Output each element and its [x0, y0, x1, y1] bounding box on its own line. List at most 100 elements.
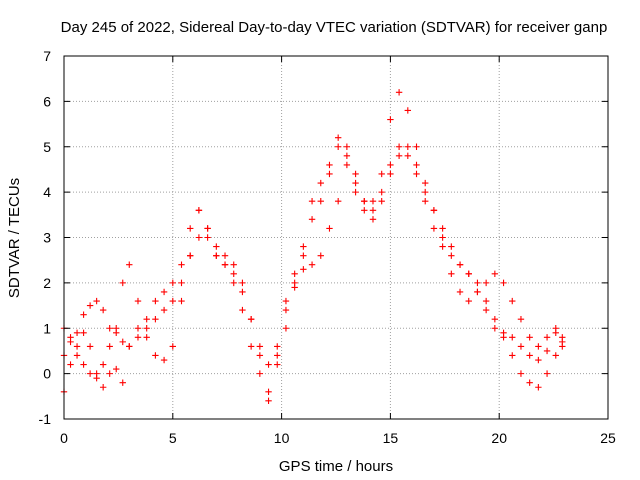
data-point: [169, 279, 176, 287]
data-point: [239, 279, 246, 287]
data-point: [239, 306, 246, 314]
data-point: [106, 343, 113, 350]
data-point: [448, 270, 455, 277]
data-point: [482, 279, 490, 287]
data-point: [73, 352, 81, 359]
data-point: [274, 361, 281, 368]
data-point: [113, 325, 120, 332]
data-point: [369, 216, 377, 223]
data-point: [526, 352, 533, 359]
x-axis-label: GPS time / hours: [279, 458, 393, 475]
data-point: [300, 266, 307, 273]
data-point: [67, 334, 74, 341]
data-series: [60, 89, 566, 405]
data-point: [265, 388, 272, 395]
data-point: [491, 315, 499, 323]
data-point: [500, 334, 507, 341]
data-point: [559, 343, 566, 350]
data-point: [326, 170, 333, 178]
data-point: [187, 252, 194, 259]
data-point: [378, 170, 385, 178]
data-point: [178, 279, 185, 287]
data-point: [343, 161, 351, 169]
data-point: [178, 261, 185, 268]
data-point: [334, 143, 342, 150]
data-point: [221, 261, 229, 268]
data-point: [282, 306, 290, 314]
data-point: [86, 343, 94, 350]
data-point: [169, 297, 176, 305]
data-point: [474, 279, 481, 287]
data-point: [535, 384, 542, 391]
data-point: [282, 325, 290, 332]
data-point: [143, 315, 150, 323]
data-point: [247, 343, 255, 350]
data-point: [422, 188, 429, 196]
data-point: [99, 361, 107, 368]
y-tick-label: 1: [43, 320, 51, 336]
data-point: [439, 225, 446, 232]
data-point: [352, 179, 359, 187]
data-point: [213, 252, 220, 259]
data-point: [456, 288, 464, 296]
data-point: [448, 252, 455, 259]
data-point: [256, 343, 264, 350]
data-point: [352, 188, 359, 196]
data-point: [559, 334, 566, 341]
data-point: [422, 179, 429, 187]
data-point: [86, 370, 94, 377]
data-point: [291, 279, 298, 287]
data-point: [134, 325, 142, 332]
data-point: [282, 297, 290, 305]
data-point: [274, 343, 281, 350]
data-point: [152, 297, 159, 305]
data-point: [160, 306, 168, 314]
data-point: [543, 370, 551, 377]
data-point: [106, 325, 113, 332]
data-point: [552, 352, 559, 359]
data-point: [291, 270, 298, 277]
data-point: [119, 338, 126, 346]
data-point: [326, 225, 333, 232]
data-point: [413, 161, 420, 169]
data-point: [517, 370, 525, 377]
data-point: [230, 279, 237, 287]
data-point: [465, 270, 472, 277]
data-point: [93, 370, 100, 377]
series-track-c: [60, 143, 566, 405]
x-tick-label: 5: [169, 430, 177, 446]
data-point: [526, 379, 533, 386]
data-point: [343, 152, 351, 160]
data-point: [430, 225, 438, 232]
data-point: [134, 297, 142, 305]
series-track-a: [60, 143, 566, 368]
x-tick-label: 15: [383, 430, 399, 446]
y-tick-label: 4: [43, 184, 51, 200]
data-point: [80, 329, 87, 336]
data-point: [517, 343, 525, 350]
data-point: [317, 252, 324, 259]
data-point: [334, 198, 342, 205]
data-point: [517, 315, 525, 323]
data-point: [317, 179, 324, 187]
data-point: [152, 315, 159, 323]
data-point: [119, 379, 126, 386]
data-point: [491, 270, 499, 277]
data-point: [387, 170, 394, 178]
data-point: [387, 116, 394, 123]
data-point: [395, 143, 403, 150]
y-tick-label: 6: [43, 93, 51, 109]
data-point: [413, 143, 420, 150]
data-point: [456, 261, 464, 268]
data-point: [387, 161, 394, 169]
y-tick-label: 7: [43, 48, 51, 64]
data-point: [369, 198, 377, 205]
data-point: [500, 279, 507, 287]
data-point: [378, 188, 385, 196]
data-point: [361, 198, 368, 205]
data-point: [113, 365, 120, 373]
data-point: [80, 361, 87, 368]
data-point: [93, 297, 100, 305]
data-point: [308, 216, 316, 223]
